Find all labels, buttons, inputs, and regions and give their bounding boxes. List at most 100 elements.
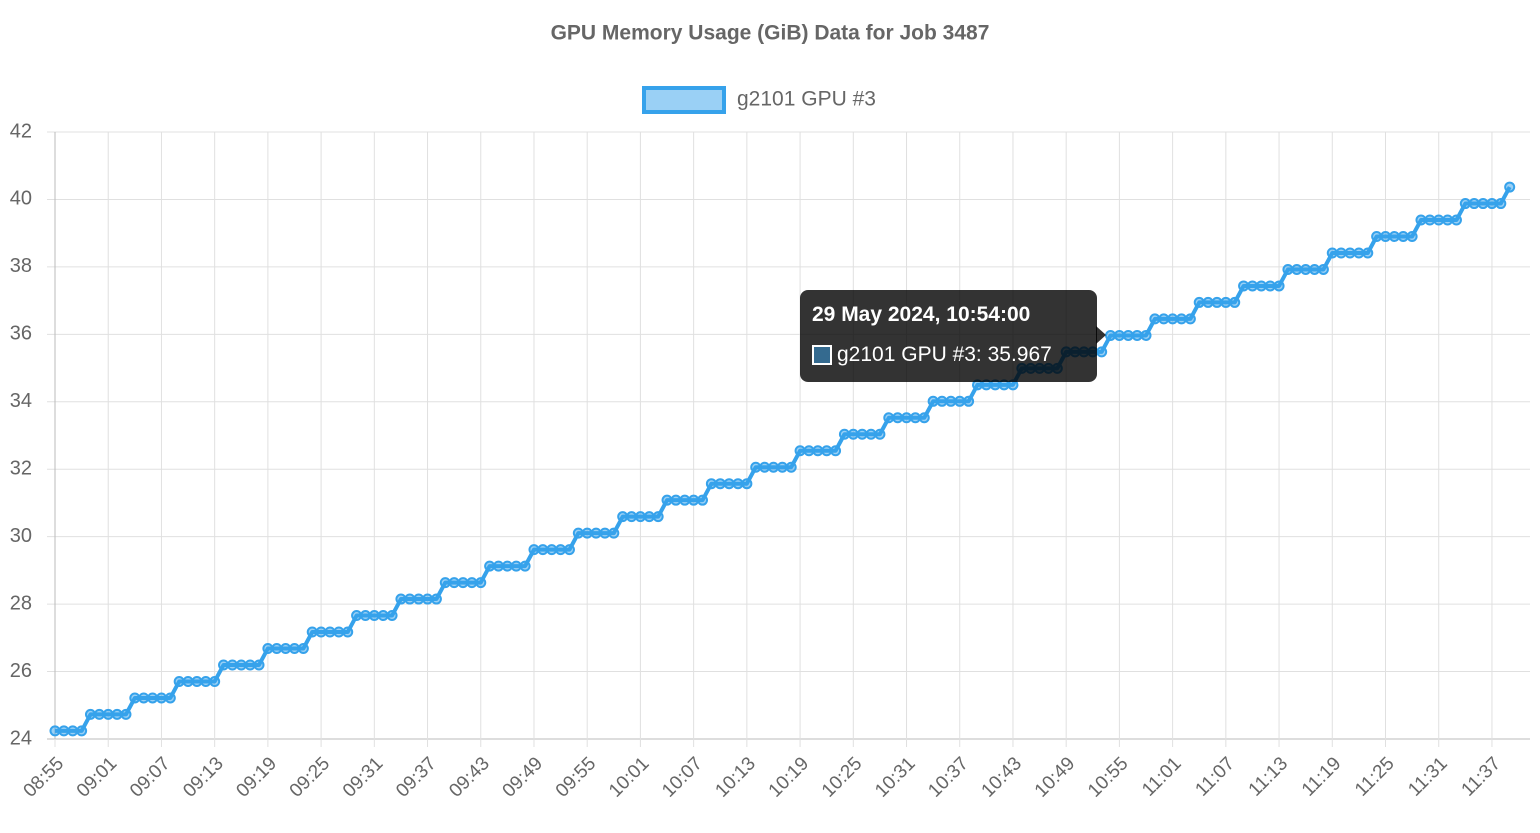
data-point	[1353, 247, 1365, 259]
y-tick-label: 28	[10, 592, 32, 614]
data-point	[76, 725, 88, 737]
data-point	[661, 494, 673, 506]
data-point	[688, 494, 700, 506]
x-tick-label: 10:25	[818, 753, 866, 801]
data-point	[821, 445, 833, 457]
data-point	[93, 708, 105, 720]
data-point	[759, 461, 771, 473]
x-tick-label: 10:31	[871, 753, 919, 801]
data-point	[643, 511, 655, 523]
tooltip: 29 May 2024, 10:54:00 g2101 GPU #3: 35.9…	[800, 290, 1097, 382]
data-point	[741, 478, 753, 490]
x-tick-label: 11:25	[1351, 753, 1398, 800]
x-tick-label: 11:19	[1298, 753, 1345, 800]
data-point	[1504, 181, 1516, 193]
data-point	[173, 675, 185, 687]
data-point	[1344, 247, 1356, 259]
data-point	[493, 560, 504, 572]
data-point	[253, 659, 265, 671]
data-point	[191, 675, 203, 687]
data-point	[830, 445, 842, 457]
data-point	[652, 511, 664, 523]
x-tick-label: 11:07	[1191, 753, 1238, 800]
data-point	[1495, 198, 1507, 210]
data-point	[1193, 296, 1205, 308]
x-tick-label: 09:19	[232, 753, 280, 801]
data-point	[1388, 231, 1400, 243]
data-point	[1291, 263, 1303, 275]
data-point	[528, 544, 540, 556]
x-tick-label: 10:37	[924, 753, 972, 801]
data-point	[324, 626, 336, 638]
data-point	[838, 428, 850, 440]
data-point	[954, 395, 966, 407]
data-point	[519, 560, 531, 572]
x-tick-label: 11:31	[1404, 753, 1451, 800]
data-point	[608, 527, 620, 539]
data-point	[226, 659, 238, 671]
chart-title: GPU Memory Usage (GiB) Data for Job 3487	[551, 22, 990, 45]
data-point	[1371, 231, 1383, 243]
data-point	[333, 626, 345, 638]
tooltip-title: 29 May 2024, 10:54:00	[812, 303, 1031, 326]
data-point	[1468, 198, 1480, 210]
data-point	[413, 593, 425, 605]
x-tick-label: 09:07	[126, 753, 174, 801]
data-point	[1415, 214, 1427, 226]
data-point	[1158, 313, 1170, 325]
x-tick-label: 10:07	[658, 753, 706, 801]
x-tick-label: 10:43	[978, 753, 1026, 801]
data-point	[555, 544, 567, 556]
data-point	[883, 412, 895, 424]
data-point	[1309, 263, 1321, 275]
data-point	[617, 511, 629, 523]
data-point	[936, 395, 948, 407]
data-point	[182, 675, 194, 687]
data-point	[484, 560, 496, 572]
data-point	[1113, 329, 1125, 341]
data-point	[856, 428, 868, 440]
data-point	[1238, 280, 1250, 292]
data-point	[1246, 280, 1258, 292]
data-point	[1406, 231, 1418, 243]
data-point	[918, 412, 930, 424]
data-point	[1255, 280, 1267, 292]
data-point	[1335, 247, 1347, 259]
data-point	[776, 461, 788, 473]
data-point	[67, 725, 79, 737]
data-point	[244, 659, 256, 671]
data-point	[705, 478, 717, 490]
data-point	[590, 527, 602, 539]
data-point	[874, 428, 886, 440]
data-point	[1317, 263, 1329, 275]
data-point	[794, 445, 806, 457]
data-point	[218, 659, 230, 671]
data-point	[714, 478, 726, 490]
data-point	[1229, 296, 1241, 308]
data-point	[155, 692, 167, 704]
data-point	[1282, 263, 1294, 275]
data-point	[49, 725, 61, 737]
data-point	[315, 626, 327, 638]
data-point	[235, 659, 247, 671]
x-tick-label: 08:55	[20, 753, 68, 801]
data-point	[599, 527, 611, 539]
data-point	[812, 445, 824, 457]
data-point	[200, 675, 212, 687]
y-tick-label: 24	[10, 727, 32, 749]
tooltip-caret	[1096, 326, 1106, 344]
data-point	[501, 560, 513, 572]
data-point	[1175, 313, 1187, 325]
y-tick-label: 38	[10, 255, 32, 277]
data-point	[1149, 313, 1161, 325]
tooltip-label: g2101 GPU #3: 35.967	[837, 343, 1052, 366]
data-point	[1140, 329, 1152, 341]
x-tick-label: 10:49	[1031, 753, 1079, 801]
legend-label: g2101 GPU #3	[737, 88, 876, 111]
data-point	[670, 494, 682, 506]
x-tick-label: 09:43	[445, 753, 493, 801]
legend-swatch	[642, 86, 726, 114]
data-point	[351, 610, 363, 622]
data-point	[767, 461, 779, 473]
